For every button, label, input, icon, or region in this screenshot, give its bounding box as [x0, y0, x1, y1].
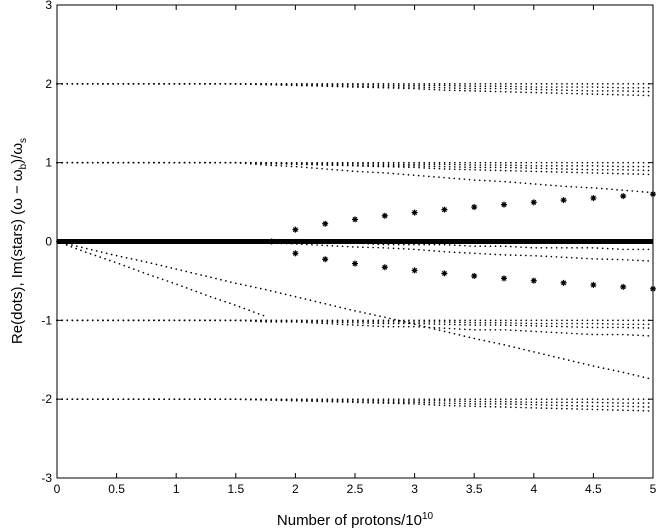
star-marker: [322, 220, 329, 227]
star-marker: [352, 216, 358, 223]
dotted-series: [56, 240, 654, 381]
x-axis-label: Number of protons/1010: [277, 511, 434, 529]
star-marker: [381, 264, 388, 271]
x-tick-label: 2: [292, 482, 299, 496]
x-tick-label: 2.5: [347, 482, 364, 496]
star-marker: [501, 275, 507, 282]
star-marker: [590, 281, 597, 288]
x-tick-label: 3.5: [466, 482, 483, 496]
star-marker: [530, 277, 537, 284]
y-axis-label-sub: b: [18, 163, 29, 169]
star-marker: [352, 260, 358, 267]
star-marker: [322, 256, 329, 263]
star-marker: [530, 199, 537, 206]
star-marker: [292, 250, 299, 257]
star-marker: [650, 191, 656, 198]
y-axis-label: Re(dots), Im(stars) (ω − ωb)/ωs: [9, 138, 29, 344]
star-marker: [501, 201, 507, 208]
x-tick-label: 3: [411, 482, 418, 496]
x-tick-label: 4.5: [585, 482, 602, 496]
y-tick-label: -3: [41, 471, 52, 485]
y-tick-label: -1: [41, 313, 52, 327]
star-marker: [381, 212, 388, 219]
x-tick-label: 1: [173, 482, 180, 496]
star-marker: [560, 279, 567, 286]
x-tick-label: 1.5: [227, 482, 244, 496]
y-tick-label: 2: [45, 77, 52, 91]
y-tick-label: 3: [45, 0, 52, 12]
star-marker: [441, 206, 448, 213]
star-marker: [471, 204, 478, 211]
star-marker: [411, 209, 418, 216]
y-axis-label-part: )/ω: [9, 143, 26, 164]
y-tick-label: 1: [45, 156, 52, 170]
star-marker: [590, 195, 597, 202]
x-tick-label: 5: [650, 482, 657, 496]
y-tick-label: 0: [45, 235, 52, 249]
star-marker: [560, 197, 567, 204]
x-axis-label-text: Number of protons/10: [277, 512, 422, 529]
star-marker: [441, 270, 448, 277]
x-tick-label: 0: [54, 482, 61, 496]
star-marker: [268, 238, 275, 245]
star-marker: [292, 226, 299, 233]
x-tick-label: 4: [530, 482, 537, 496]
star-marker: [620, 193, 627, 200]
x-axis-label-sup: 10: [422, 511, 434, 522]
star-marker: [471, 272, 478, 279]
y-tick-label: -2: [41, 392, 52, 406]
star-marker: [411, 267, 418, 274]
y-axis-label-sub: s: [18, 138, 29, 143]
x-tick-label: 0.5: [108, 482, 125, 496]
y-axis-label-part: Re(dots), Im(stars) (ω − ω: [9, 169, 26, 344]
star-marker: [620, 283, 627, 290]
star-marker: [650, 285, 656, 292]
